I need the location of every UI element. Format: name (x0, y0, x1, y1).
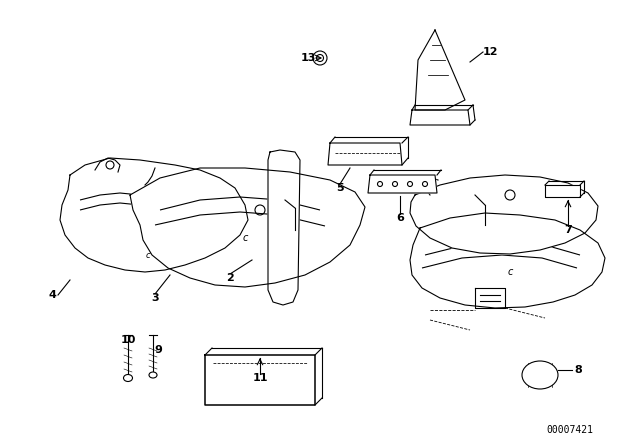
Text: 9: 9 (154, 345, 162, 355)
Polygon shape (328, 143, 402, 165)
Polygon shape (415, 30, 465, 110)
Circle shape (313, 51, 327, 65)
Text: 8: 8 (574, 365, 582, 375)
Text: 4: 4 (48, 290, 56, 300)
Text: 11: 11 (252, 373, 268, 383)
Text: 2: 2 (226, 273, 234, 283)
Ellipse shape (149, 372, 157, 378)
Polygon shape (60, 158, 248, 272)
Text: 13: 13 (300, 53, 316, 63)
Text: 6: 6 (396, 213, 404, 223)
Text: c: c (146, 250, 150, 259)
Text: 10: 10 (120, 335, 136, 345)
Polygon shape (130, 168, 365, 287)
Polygon shape (410, 175, 598, 254)
Polygon shape (268, 150, 300, 305)
Text: 00007421: 00007421 (547, 425, 593, 435)
Polygon shape (475, 288, 505, 308)
Text: 12: 12 (483, 47, 498, 57)
Text: c: c (508, 267, 513, 277)
Polygon shape (205, 355, 315, 405)
Text: c: c (243, 233, 248, 243)
Text: 7: 7 (564, 225, 572, 235)
Polygon shape (410, 110, 470, 125)
Polygon shape (368, 175, 437, 193)
Ellipse shape (522, 361, 558, 389)
Polygon shape (410, 213, 605, 308)
Ellipse shape (124, 375, 132, 382)
Text: 3: 3 (151, 293, 159, 303)
Text: 5: 5 (336, 183, 344, 193)
Polygon shape (545, 185, 580, 197)
